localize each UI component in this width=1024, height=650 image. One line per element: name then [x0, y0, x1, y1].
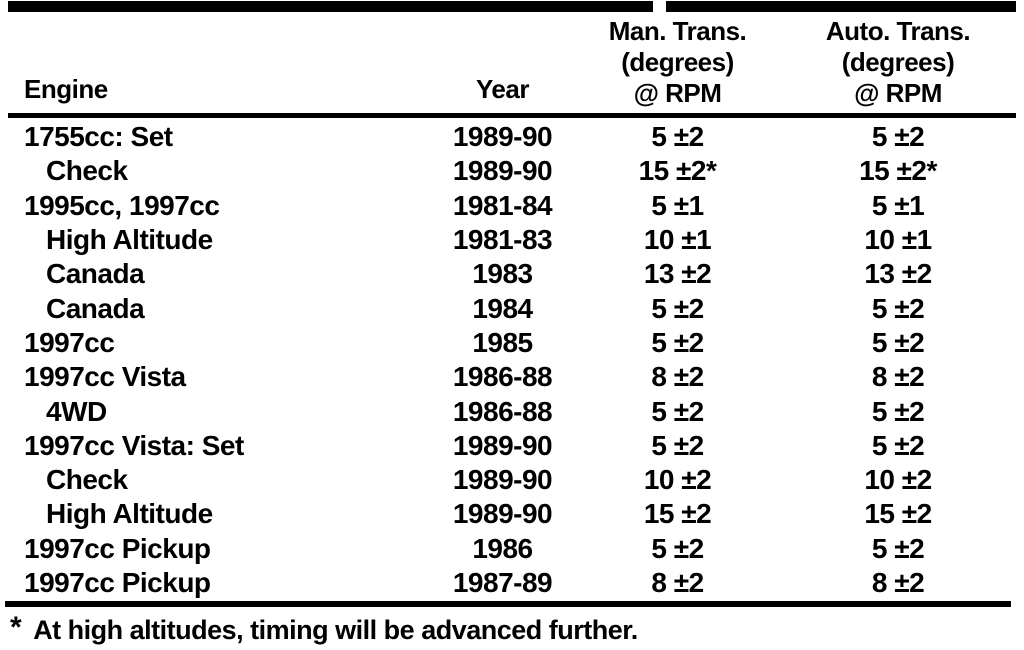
engine-cell: 4WD — [46, 395, 107, 427]
table-header-row: Engine Year Man. Trans. (degrees) @ RPM … — [8, 12, 1016, 113]
auto-trans-value-cell: 8 ±2 — [871, 567, 925, 598]
engine-cell: High Altitude — [46, 224, 213, 256]
top-rule-scan-gap — [653, 1, 666, 12]
engine-cell: Canada — [46, 258, 145, 290]
header-rule — [8, 113, 1016, 118]
year-cell: 1989-90 — [452, 429, 553, 461]
column-header-year: Year — [430, 12, 575, 113]
table-body: 1755cc: Set 1989-90 5 ±2 5 ±2 Check 1989… — [8, 120, 1016, 600]
man-trans-value-cell: 5 ±2 — [651, 429, 704, 461]
man-trans-value-cell: 5 ±1 — [651, 189, 704, 221]
table-row: 1997cc Vista 1986-88 8 ±2 8 ±2 — [8, 360, 1016, 394]
table-row: 1997cc Pickup 1987-89 8 ±2 8 ±2 — [8, 566, 1016, 600]
year-cell: 1989-90 — [452, 498, 553, 530]
man-trans-value-cell: 5 ±2 — [651, 395, 704, 427]
man-trans-value-cell: 15 ±2* — [638, 155, 717, 187]
engine-cell: 1997cc Vista — [24, 361, 186, 393]
auto-trans-value-cell: 10 ±1 — [864, 224, 932, 256]
column-header-man-trans-line1: Man. Trans. — [608, 16, 747, 46]
auto-trans-value-cell: 5 ±1 — [871, 189, 925, 221]
column-header-auto-trans-line3: @ RPM — [854, 78, 942, 108]
man-trans-value-cell: 13 ±2 — [643, 258, 712, 290]
engine-cell: High Altitude — [46, 498, 213, 530]
year-cell: 1981-83 — [452, 224, 553, 256]
engine-cell: Check — [46, 464, 128, 496]
table-row: 1755cc: Set 1989-90 5 ±2 5 ±2 — [8, 120, 1016, 154]
footnote-asterisk-marker: * — [10, 611, 22, 644]
auto-trans-value-cell: 5 ±2 — [871, 532, 925, 564]
man-trans-value-cell: 10 ±2 — [643, 464, 712, 496]
column-header-engine: Engine — [8, 12, 430, 113]
table-row: 1997cc Pickup 1986 5 ±2 5 ±2 — [8, 532, 1016, 566]
table-row: 1995cc, 1997cc 1981-84 5 ±1 5 ±1 — [8, 189, 1016, 223]
auto-trans-value-cell: 5 ±2 — [871, 429, 925, 461]
engine-cell: Check — [46, 155, 128, 187]
engine-cell: Canada — [46, 292, 145, 324]
year-cell: 1989-90 — [452, 155, 553, 187]
man-trans-value-cell: 5 ±2 — [651, 532, 704, 564]
footnote: * At high altitudes, timing will be advan… — [10, 611, 638, 647]
table-row: 1997cc 1985 5 ±2 5 ±2 — [8, 326, 1016, 360]
table-row: High Altitude 1989-90 15 ±2 15 ±2 — [8, 497, 1016, 531]
year-cell: 1987-89 — [452, 567, 553, 598]
year-cell: 1986-88 — [452, 361, 553, 393]
year-cell: 1983 — [472, 258, 533, 290]
man-trans-value-cell: 15 ±2 — [643, 498, 712, 530]
auto-trans-value-cell: 8 ±2 — [871, 361, 925, 393]
column-header-man-trans-line3: @ RPM — [633, 78, 722, 108]
engine-cell: 1755cc: Set — [24, 121, 173, 153]
column-header-man-trans-line2: (degrees) — [621, 47, 734, 77]
engine-cell: 1997cc — [24, 326, 115, 358]
auto-trans-value-cell: 13 ±2 — [864, 258, 932, 290]
column-header-engine-label: Engine — [24, 74, 108, 104]
auto-trans-value-cell: 5 ±2 — [871, 121, 925, 153]
column-header-auto-trans: Auto. Trans. (degrees) @ RPM — [780, 12, 1016, 113]
auto-trans-value-cell: 5 ±2 — [871, 326, 925, 358]
man-trans-value-cell: 5 ±2 — [651, 326, 704, 358]
man-trans-value-cell: 8 ±2 — [651, 567, 704, 598]
auto-trans-value-cell: 10 ±2 — [864, 464, 932, 496]
auto-trans-value-cell: 5 ±2 — [871, 292, 925, 324]
column-header-year-label: Year — [476, 74, 529, 104]
man-trans-value-cell: 10 ±1 — [643, 224, 712, 256]
auto-trans-value-cell: 15 ±2 — [864, 498, 932, 530]
column-header-auto-trans-line1: Auto. Trans. — [825, 16, 971, 46]
year-cell: 1989-90 — [452, 464, 553, 496]
engine-cell: 1997cc Vista: Set — [24, 429, 244, 461]
top-rule — [8, 1, 1016, 12]
year-cell: 1986-88 — [452, 395, 553, 427]
bottom-rule — [5, 601, 1011, 607]
auto-trans-value-cell: 5 ±2 — [871, 395, 925, 427]
footnote-text: At high altitudes, timing will be advanc… — [33, 615, 638, 645]
table-row: Canada 1983 13 ±2 13 ±2 — [8, 257, 1016, 291]
table-row: High Altitude 1981-83 10 ±1 10 ±1 — [8, 223, 1016, 257]
table-row: Canada 1984 5 ±2 5 ±2 — [8, 291, 1016, 325]
engine-cell: 1997cc Pickup — [24, 532, 211, 564]
table-row: 4WD 1986-88 5 ±2 5 ±2 — [8, 394, 1016, 428]
year-cell: 1985 — [472, 326, 533, 358]
column-header-man-trans: Man. Trans. (degrees) @ RPM — [575, 12, 780, 113]
table-row: 1997cc Vista: Set 1989-90 5 ±2 5 ±2 — [8, 429, 1016, 463]
man-trans-value-cell: 5 ±2 — [651, 292, 704, 324]
auto-trans-value-cell: 15 ±2* — [859, 155, 937, 187]
year-cell: 1986 — [472, 532, 533, 564]
man-trans-value-cell: 8 ±2 — [651, 361, 704, 393]
engine-cell: 1995cc, 1997cc — [24, 189, 220, 221]
year-cell: 1984 — [472, 292, 533, 324]
column-header-auto-trans-line2: (degrees) — [841, 47, 955, 77]
table-row: Check 1989-90 15 ±2* 15 ±2* — [8, 154, 1016, 188]
year-cell: 1989-90 — [452, 121, 553, 153]
year-cell: 1981-84 — [452, 189, 553, 221]
man-trans-value-cell: 5 ±2 — [651, 121, 704, 153]
table-row: Check 1989-90 10 ±2 10 ±2 — [8, 463, 1016, 497]
engine-cell: 1997cc Pickup — [24, 567, 211, 598]
